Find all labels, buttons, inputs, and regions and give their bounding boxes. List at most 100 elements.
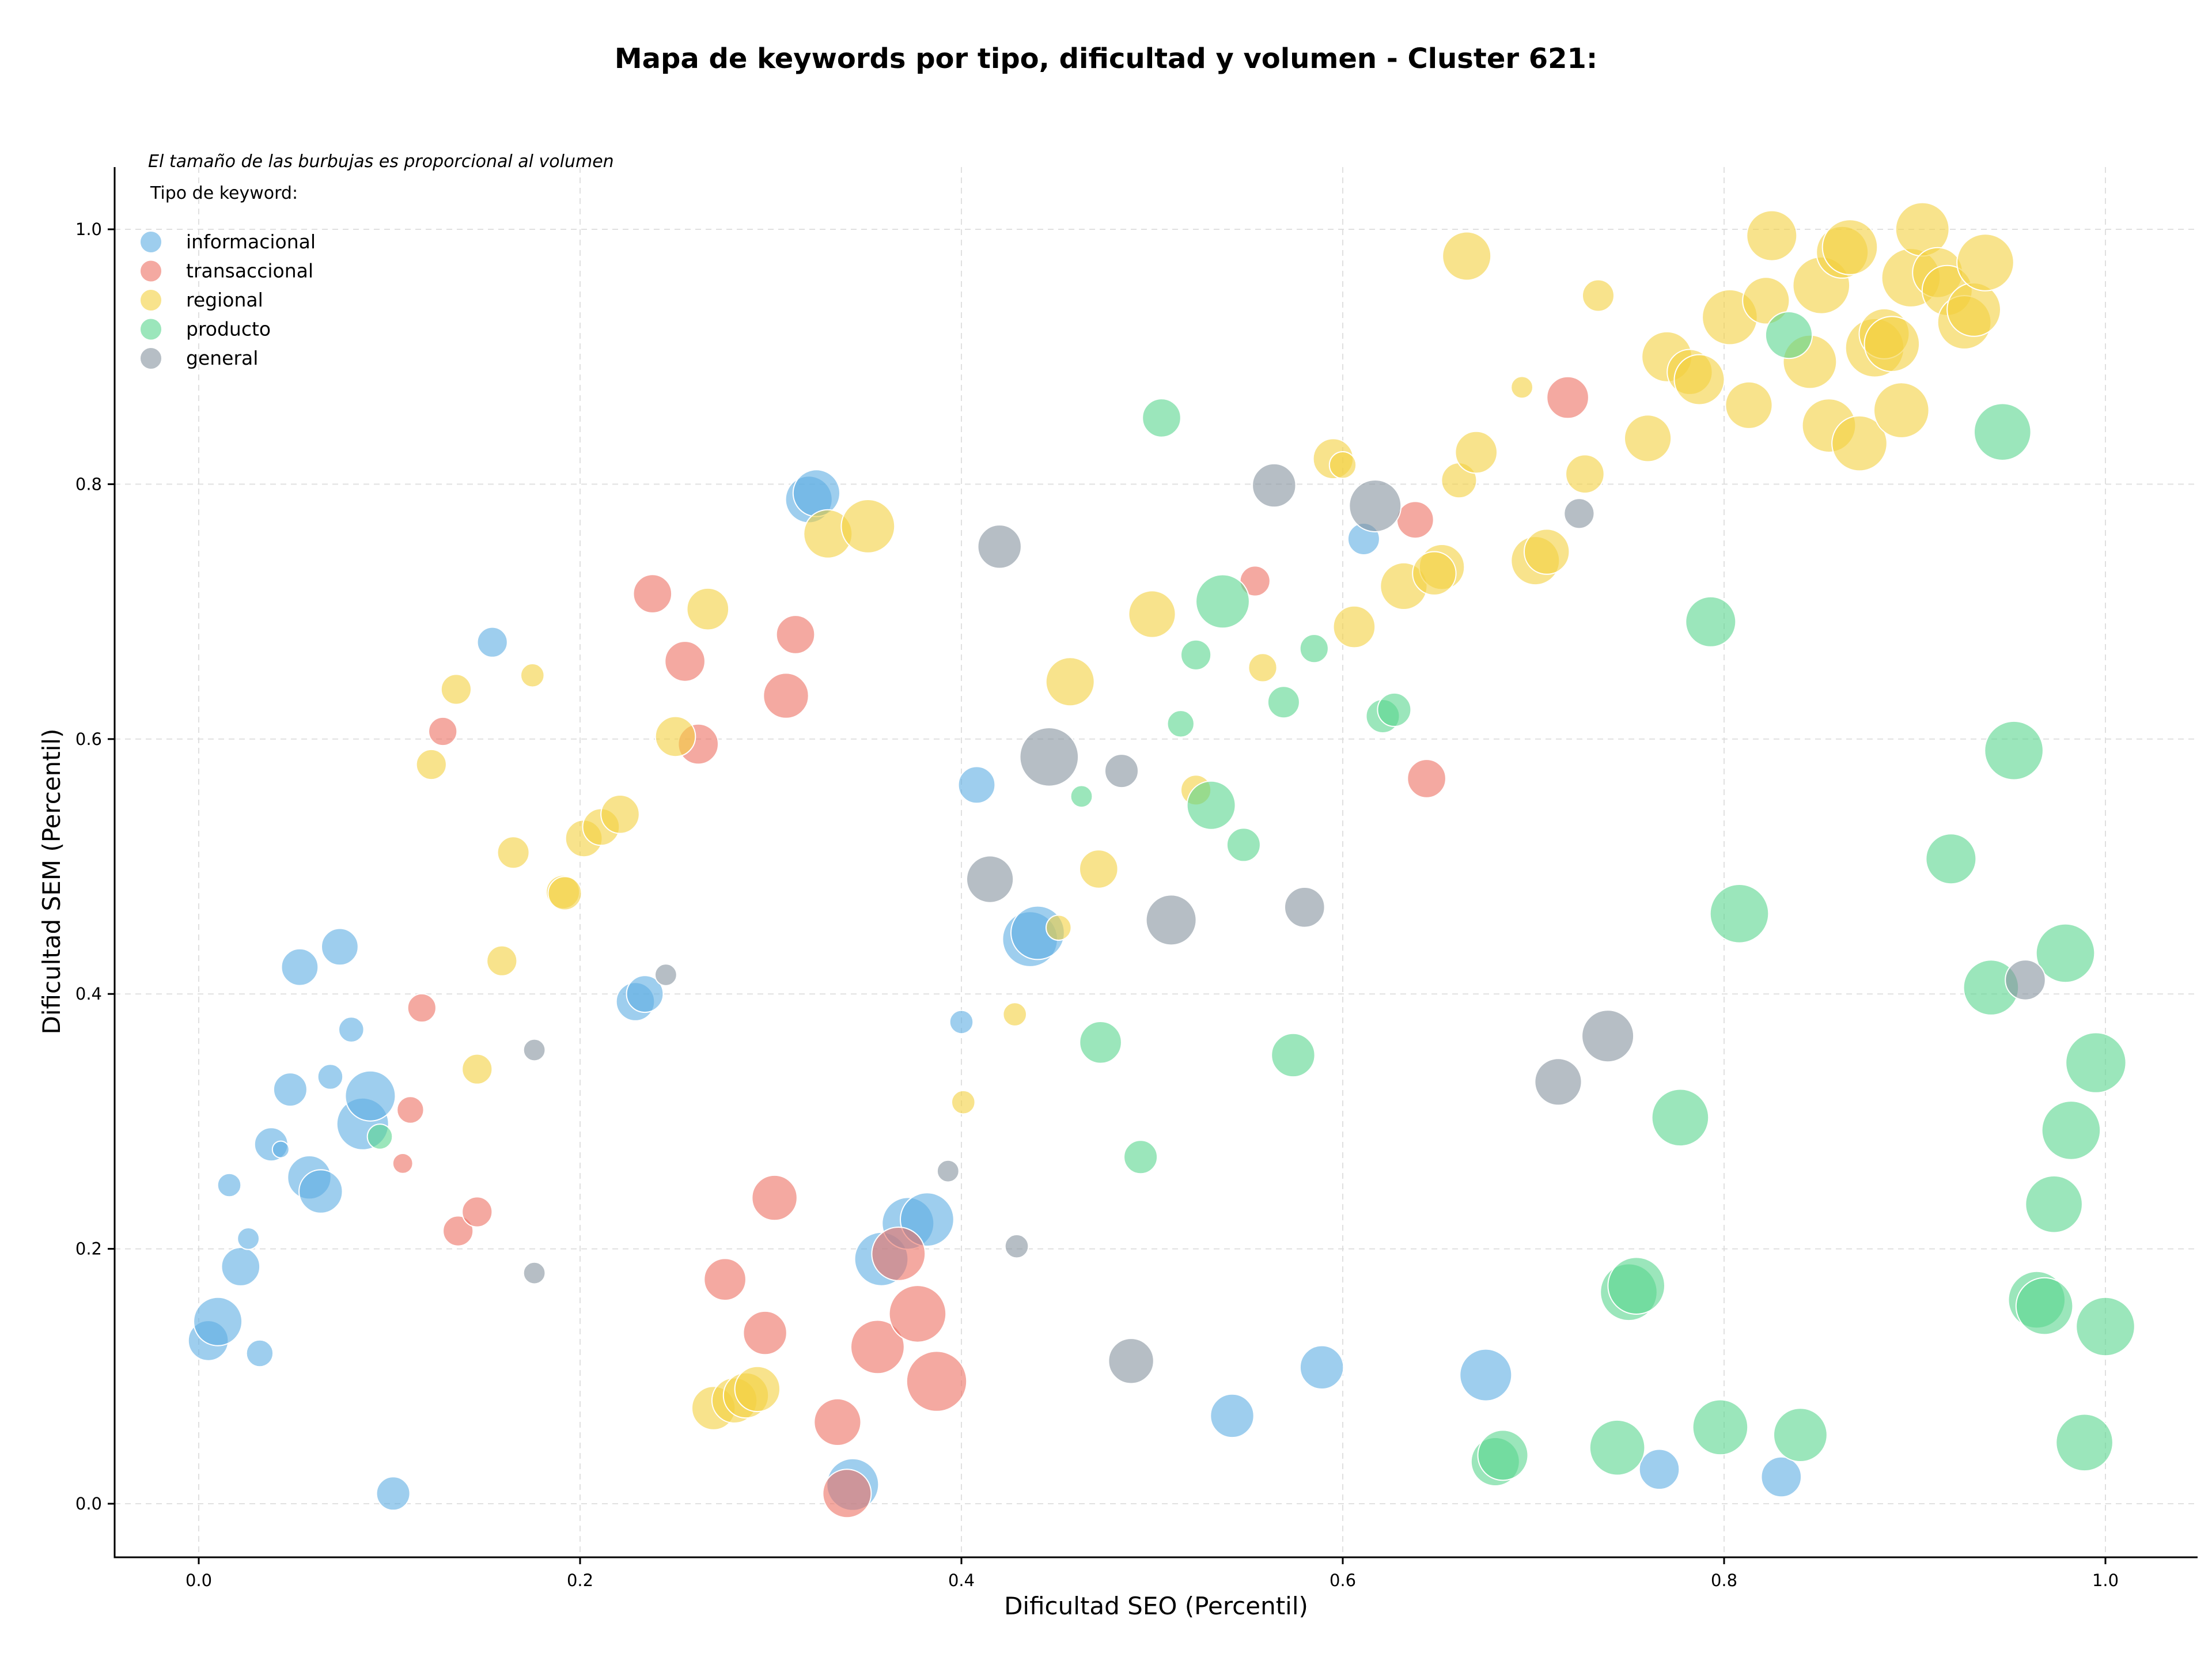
y-axis-label: Dificultad SEM (Percentil) — [37, 729, 66, 1035]
bubble-regional — [600, 794, 640, 834]
bubble-transaccional — [632, 574, 673, 614]
bubble-producto — [1271, 1032, 1316, 1078]
y-tick-label: 0.4 — [75, 984, 102, 1004]
bubble-producto — [1180, 639, 1212, 671]
axis-spines — [113, 167, 2198, 1558]
bubble-producto — [1226, 827, 1261, 862]
bubble-general — [522, 1261, 546, 1285]
bubble-transaccional — [751, 1174, 798, 1221]
legend-item-producto: producto — [139, 317, 271, 341]
legend-item-general: general — [139, 347, 258, 370]
bubble-transaccional — [743, 1310, 787, 1356]
bubble-regional — [1946, 282, 2002, 337]
legend-label: informacional — [186, 230, 316, 253]
bubble-transaccional — [1407, 759, 1446, 799]
bubble-transaccional — [888, 1285, 947, 1343]
bubble-informacional — [281, 948, 319, 986]
series-producto — [366, 311, 2135, 1486]
bubble-regional — [1673, 354, 1725, 406]
bubble-producto — [1685, 596, 1737, 648]
bubble-producto — [1142, 398, 1181, 438]
bubble-producto — [1070, 785, 1093, 808]
bubble-informacional — [957, 766, 996, 804]
bubble-general — [2005, 959, 2046, 1001]
bubble-transaccional — [1396, 501, 1434, 539]
y-tick-label: 1.0 — [75, 220, 102, 239]
bubble-regional — [1045, 657, 1095, 707]
legend: Tipo de keyword: informacional transaccio… — [139, 183, 316, 370]
bubble-producto — [2075, 1296, 2135, 1357]
bubble-producto — [1607, 1257, 1665, 1315]
bubble-regional — [1746, 210, 1798, 262]
legend-marker — [139, 317, 162, 341]
bubble-regional — [951, 1089, 976, 1115]
bubble-informacional — [193, 1296, 243, 1346]
bubble-regional — [440, 674, 472, 705]
legend-label: general — [186, 347, 258, 369]
bubble-regional — [486, 945, 518, 977]
legend-marker — [139, 259, 162, 283]
bubble-producto — [1377, 692, 1412, 727]
bubble-informacional — [626, 975, 664, 1013]
bubble-regional — [1565, 454, 1605, 494]
bubble-informacional — [237, 1227, 260, 1250]
bubble-regional — [497, 836, 530, 869]
bubble-producto — [2065, 1032, 2127, 1094]
bubble-regional — [1863, 316, 1921, 372]
bubble-general — [1019, 727, 1080, 787]
bubble-producto — [1477, 1429, 1529, 1481]
bubble-informacional — [245, 1339, 274, 1368]
bubble-regional — [1956, 233, 2014, 292]
bubble-general — [1563, 498, 1595, 529]
bubble-regional — [1046, 914, 1072, 941]
bubble-producto — [1974, 403, 2032, 461]
bubble-regional — [547, 876, 582, 911]
bubble-transaccional — [763, 672, 809, 719]
bubble-general — [522, 1038, 546, 1062]
bubble-producto — [2055, 1413, 2113, 1472]
bubble-transaccional — [396, 1096, 425, 1124]
x-tick-label: 0.0 — [185, 1571, 212, 1590]
bubble-regional — [734, 1365, 781, 1413]
legend-marker — [139, 347, 162, 370]
axes — [113, 167, 2198, 1558]
bubble-producto — [1709, 884, 1770, 944]
x-tick-label: 0.4 — [948, 1571, 975, 1590]
bubble-informacional — [1760, 1456, 1802, 1498]
bubble-general — [1145, 894, 1197, 946]
bubble-regional — [1873, 382, 1930, 438]
bubble-informacional — [1638, 1448, 1680, 1490]
bubble-transaccional — [850, 1319, 905, 1375]
bubble-regional — [461, 1053, 493, 1085]
bubble-producto — [2025, 1175, 2083, 1234]
bubble-transaccional — [1546, 376, 1589, 419]
y-tick-label: 0.8 — [75, 474, 102, 494]
legend-label: regional — [186, 289, 263, 311]
bubble-general — [1534, 1058, 1582, 1106]
bubble-regional — [1079, 849, 1119, 889]
legend-items: informacional transaccional regional produc… — [139, 230, 316, 370]
x-ticks: 0.0 0.2 0.4 0.6 0.8 1.0 — [185, 1557, 2119, 1590]
bubble-general — [1349, 479, 1402, 532]
bubble-transaccional — [392, 1153, 414, 1174]
bubble-producto — [2041, 1100, 2101, 1160]
bubble-size-note: El tamaño de las burbujas es proporciona… — [148, 152, 614, 172]
bubble-regional — [1582, 279, 1615, 312]
bubble-informacional — [338, 1016, 365, 1043]
bubble-regional — [1442, 231, 1492, 281]
bubble-informacional — [272, 1072, 308, 1107]
bubble-producto — [1195, 574, 1250, 629]
bubble-general — [1004, 1234, 1029, 1259]
bubble-informacional — [271, 1140, 290, 1159]
bubble-informacional — [1299, 1345, 1344, 1390]
bubble-informacional — [949, 1009, 974, 1035]
bubble-regional — [1510, 376, 1534, 399]
bubble-regional — [1524, 528, 1570, 575]
bubble-general — [977, 524, 1022, 569]
series-general — [522, 463, 2046, 1384]
legend-marker — [139, 289, 162, 312]
chart-title: Mapa de keywords por tipo, dificultad y … — [615, 43, 1597, 75]
bubble-regional — [415, 748, 447, 781]
bubble-producto — [1773, 1408, 1828, 1463]
